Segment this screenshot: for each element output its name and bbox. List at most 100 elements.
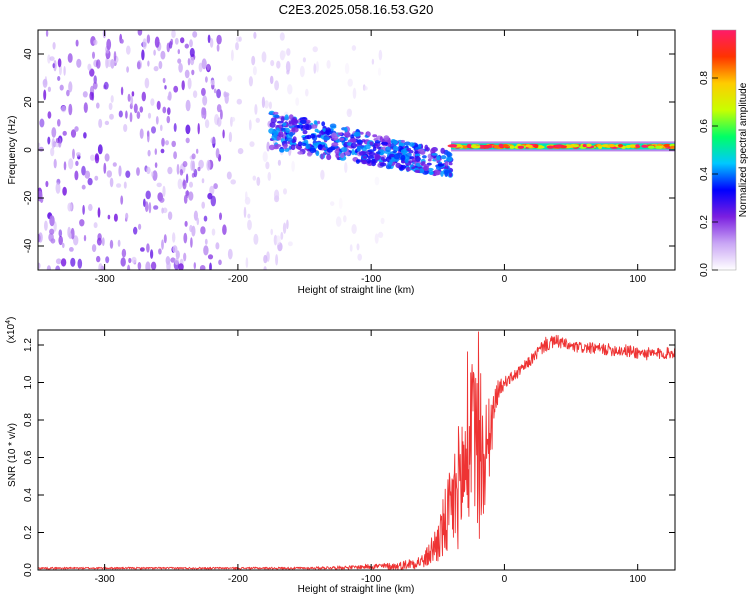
heatmap-cell [304, 123, 310, 130]
heatmap-cell [216, 44, 220, 52]
heatmap-cell [295, 97, 300, 106]
heatmap-cell [57, 119, 61, 127]
spectrogram-y-label: Frequency (Hz) [7, 116, 18, 185]
heatmap-cell [96, 59, 101, 69]
heatmap-cell [231, 116, 236, 122]
x-tick-label: -100 [361, 574, 381, 585]
heatmap-cell [60, 258, 67, 267]
heatmap-cell [444, 160, 449, 167]
heatmap-cell [400, 149, 408, 154]
y-tick-label: 0.0 [23, 563, 34, 577]
heatmap-cell [57, 76, 61, 81]
heatmap-cell [185, 124, 191, 135]
heatmap-cell [377, 67, 382, 76]
heatmap-cell [177, 49, 180, 55]
heatmap-cell [307, 152, 312, 157]
heatmap-cell [276, 127, 280, 134]
heatmap-cell [272, 111, 279, 115]
heatmap-cell [446, 151, 451, 158]
heatmap-cell [379, 162, 387, 167]
colorbar-tick-label: 0.0 [699, 263, 710, 277]
heatmap-cell [440, 155, 447, 160]
heatmap-cell [340, 152, 345, 159]
heatmap-cell [129, 112, 133, 123]
x-tick-label: -200 [228, 574, 248, 585]
heatmap-cell [110, 95, 114, 103]
heatmap-cell [326, 60, 331, 69]
heatmap-cell [348, 109, 352, 115]
heatmap-cell [178, 263, 184, 270]
y-tick-label: 0.4 [23, 488, 34, 502]
heatmap-cell [237, 148, 244, 155]
heatmap-cell [93, 75, 97, 84]
heatmap-cell [101, 237, 105, 247]
heatmap-cell [160, 148, 165, 154]
heatmap-cell [430, 148, 436, 155]
heatmap-cell [139, 128, 144, 139]
heatmap-cell [338, 197, 343, 210]
heatmap-cell [282, 50, 286, 58]
heatmap-cell [216, 34, 222, 45]
heatmap-cell [411, 166, 415, 170]
heatmap-cell [417, 148, 425, 152]
heatmap-cell [279, 32, 285, 41]
heatmap-cell [287, 84, 293, 95]
heatmap-cell [53, 158, 57, 169]
heatmap-cell [331, 132, 337, 139]
heatmap-cell [227, 75, 233, 82]
heatmap-cell [147, 60, 150, 67]
heatmap-cell [75, 160, 79, 166]
heatmap-cell [428, 171, 434, 175]
heatmap-cell [207, 254, 214, 260]
heatmap-cell [49, 56, 55, 61]
heatmap-cell [158, 248, 162, 255]
heatmap-cell [83, 102, 88, 113]
heatmap-cell [137, 262, 142, 270]
heatmap-cell [199, 265, 206, 270]
heatmap-cell [315, 150, 320, 157]
heatmap-cell [274, 144, 282, 148]
heatmap-cell [123, 124, 128, 132]
heatmap-cell [371, 158, 376, 164]
heatmap-cell [368, 151, 376, 157]
heatmap-cell [109, 177, 114, 188]
heatmap-cell [196, 217, 200, 226]
heatmap-cell [165, 256, 171, 265]
heatmap-cell [270, 117, 277, 124]
snr-multiplier: (x104) [5, 317, 17, 344]
heatmap-cell [404, 158, 409, 164]
heatmap-cell [252, 66, 257, 76]
heatmap-cell [53, 221, 57, 232]
heatmap-cell [372, 134, 378, 138]
heatmap-cell [339, 137, 345, 141]
heatmap-cell [126, 66, 129, 73]
heatmap-cell [191, 69, 195, 76]
heatmap-cell [131, 256, 137, 264]
heatmap-cell [655, 145, 661, 149]
heatmap-cell [297, 124, 304, 129]
heatmap-cell [156, 182, 162, 188]
heatmap-cell [422, 155, 427, 159]
heatmap-cell [144, 201, 149, 213]
heatmap-cell [670, 145, 675, 149]
heatmap-cell [173, 151, 178, 160]
heatmap-cell [437, 163, 445, 167]
heatmap-cell [159, 197, 165, 203]
heatmap-cell [183, 232, 188, 244]
heatmap-cell [356, 145, 364, 150]
heatmap-cell [146, 34, 151, 44]
heatmap-cell [363, 144, 371, 150]
heatmap-cell [82, 204, 85, 215]
heatmap-cell [231, 49, 234, 61]
heatmap-cell [352, 87, 357, 99]
heatmap-cell [271, 134, 279, 141]
heatmap-cell [72, 148, 75, 160]
heatmap-cell [127, 264, 131, 270]
heatmap-cell [182, 179, 187, 190]
heatmap-cell [77, 258, 83, 269]
snr-y-ticks: 0.0 0.2 0.4 0.6 0.8 1.0 1.2 [23, 338, 675, 577]
heatmap-cell [118, 165, 122, 177]
heatmap-cell [161, 137, 165, 147]
heatmap-cell [647, 145, 655, 149]
heatmap-cell [286, 219, 289, 230]
